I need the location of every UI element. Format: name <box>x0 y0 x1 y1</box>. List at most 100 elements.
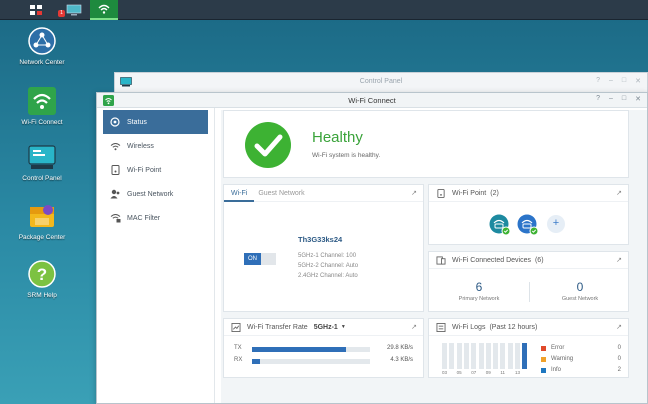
band-select[interactable]: 5GHz-1 <box>313 323 338 331</box>
sidebar: Status Wireless Wi-Fi Point Guest Networ… <box>97 108 215 403</box>
log-x-label: 05 <box>456 370 462 375</box>
minimize-button[interactable]: – <box>608 77 613 84</box>
mesh-point-device-icon[interactable] <box>517 214 539 236</box>
legend-value: 0 <box>617 356 621 362</box>
control-panel-window-title: Control Panel <box>359 78 403 85</box>
divider <box>529 282 530 302</box>
desktop-icon-control-panel[interactable]: Control Panel <box>14 142 70 183</box>
log-bar <box>493 343 499 369</box>
sidebar-item-status[interactable]: Status <box>103 110 208 134</box>
expand-icon[interactable]: ↗ <box>616 257 622 264</box>
log-bar <box>442 343 447 369</box>
connected-devices-header: Wi-Fi Connected Devices (6) ↗ <box>429 252 628 269</box>
wifi-toggle[interactable]: ON <box>244 253 276 265</box>
tab-guest-network[interactable]: Guest Network <box>258 189 305 197</box>
legend-warning: Warning 0 <box>541 354 621 365</box>
svg-text:?: ? <box>37 265 47 284</box>
wifi-logs-title: Wi-Fi Logs <box>452 323 486 331</box>
wifi-connect-icon <box>27 86 57 116</box>
rx-bar-fill <box>252 359 261 364</box>
window-header[interactable]: Wi-Fi Connect ? – □ ✕ <box>97 93 647 108</box>
tx-bar-fill <box>252 347 347 352</box>
wifi-point-icon <box>437 188 445 198</box>
desktop-icon-package-center[interactable]: Package Center <box>14 201 70 242</box>
log-x-label: 03 <box>442 370 448 375</box>
wifi-point-title: Wi-Fi Point <box>452 189 487 197</box>
sidebar-item-label: Wireless <box>127 142 154 150</box>
tab-wifi[interactable]: Wi-Fi <box>224 185 255 202</box>
sidebar-item-mac-filter[interactable]: MAC Filter <box>103 206 208 230</box>
sidebar-item-wifi-point[interactable]: Wi-Fi Point <box>103 158 208 182</box>
taskbar-control-panel[interactable] <box>60 0 88 20</box>
control-panel-window[interactable]: Control Panel ? – □ ✕ <box>114 72 648 94</box>
devices-icon <box>436 255 446 265</box>
taskbar-wifi-connect[interactable] <box>90 0 118 20</box>
notification-badge: 1 <box>58 10 65 17</box>
tx-value: 29.8 KB/s <box>386 345 413 351</box>
wifi-point-card: Wi-Fi Point (2) ↗ <box>428 184 629 245</box>
wifi-ssid: Th3G33ks24 <box>298 235 343 244</box>
guest-network-label: Guest Network <box>561 296 599 302</box>
main-menu-button[interactable]: 1 <box>22 0 65 20</box>
rx-value: 4.3 KB/s <box>390 357 413 363</box>
log-bar <box>507 343 513 369</box>
log-x-label: 13 <box>515 370 521 375</box>
channel-detail: 2.4GHz Channel: Auto <box>298 273 358 279</box>
error-swatch <box>541 346 546 351</box>
maximize-button[interactable]: □ <box>621 77 627 84</box>
guest-network-stat: 0 Guest Network <box>530 280 630 302</box>
router-device-icon[interactable] <box>489 214 511 236</box>
window-title: Wi-Fi Connect <box>348 96 396 105</box>
expand-icon[interactable]: ↗ <box>616 190 622 197</box>
logs-icon <box>436 322 446 332</box>
expand-icon[interactable]: ↗ <box>411 324 417 331</box>
guest-network-value: 0 <box>576 280 584 294</box>
help-button[interactable]: ? <box>596 95 600 102</box>
tx-bar-track <box>252 347 370 352</box>
desktop-icon-label: Wi-Fi Connect <box>21 119 63 126</box>
primary-network-value: 6 <box>475 280 483 294</box>
log-x-label: 11 <box>500 370 506 375</box>
transfer-rate-header: Wi-Fi Transfer Rate 5GHz-1 ▼ ↗ <box>224 319 423 336</box>
add-wifi-point-button[interactable]: + <box>547 215 565 233</box>
health-card: Healthy Wi-Fi system is healthy. <box>223 110 629 178</box>
info-swatch <box>541 368 546 373</box>
legend-value: 2 <box>617 367 621 373</box>
wifi-point-header: Wi-Fi Point (2) ↗ <box>429 185 628 202</box>
sidebar-item-label: Guest Network <box>127 190 174 198</box>
close-button[interactable]: ✕ <box>635 78 641 85</box>
log-x-label: 09 <box>485 370 491 375</box>
log-bar <box>449 343 455 369</box>
sidebar-item-guest-network[interactable]: Guest Network <box>103 182 208 206</box>
desktop-icon-wifi-connect[interactable]: Wi-Fi Connect <box>14 86 70 127</box>
sidebar-item-wireless[interactable]: Wireless <box>103 134 208 158</box>
legend-info: Info 2 <box>541 365 621 376</box>
control-panel-icon <box>27 142 57 172</box>
taskbar: 1 <box>0 0 648 20</box>
legend-error: Error 0 <box>541 343 621 354</box>
legend-label: Info <box>551 367 562 373</box>
minimize-button[interactable]: – <box>608 95 613 102</box>
wifi-connect-window-icon <box>103 95 114 106</box>
log-bar <box>463 343 469 369</box>
wifi-point-icon <box>109 165 121 175</box>
desktop-icon-label: Package Center <box>18 234 66 241</box>
close-button[interactable]: ✕ <box>635 96 641 103</box>
desktop-icon-srm-help[interactable]: ? SRM Help <box>14 259 70 300</box>
maximize-button[interactable]: □ <box>621 95 627 102</box>
wifi-task-icon <box>98 4 110 14</box>
desktop-icon-network-center[interactable]: Network Center <box>14 26 70 67</box>
log-chart <box>441 343 529 369</box>
desktop-icon-label: Control Panel <box>22 175 62 182</box>
dashboard: Healthy Wi-Fi system is healthy. Wi-Fi G… <box>221 110 647 403</box>
log-bar <box>456 343 462 369</box>
network-center-icon <box>27 26 57 56</box>
wifi-logs-card: Wi-Fi Logs (Past 12 hours) ↗ 03 05 07 09 11 1… <box>428 318 629 378</box>
expand-icon[interactable]: ↗ <box>616 324 622 331</box>
help-button[interactable]: ? <box>596 77 600 84</box>
warning-swatch <box>541 357 546 362</box>
expand-icon[interactable]: ↗ <box>411 190 417 197</box>
sidebar-item-label: MAC Filter <box>127 214 161 222</box>
chevron-down-icon[interactable]: ▼ <box>340 324 346 330</box>
